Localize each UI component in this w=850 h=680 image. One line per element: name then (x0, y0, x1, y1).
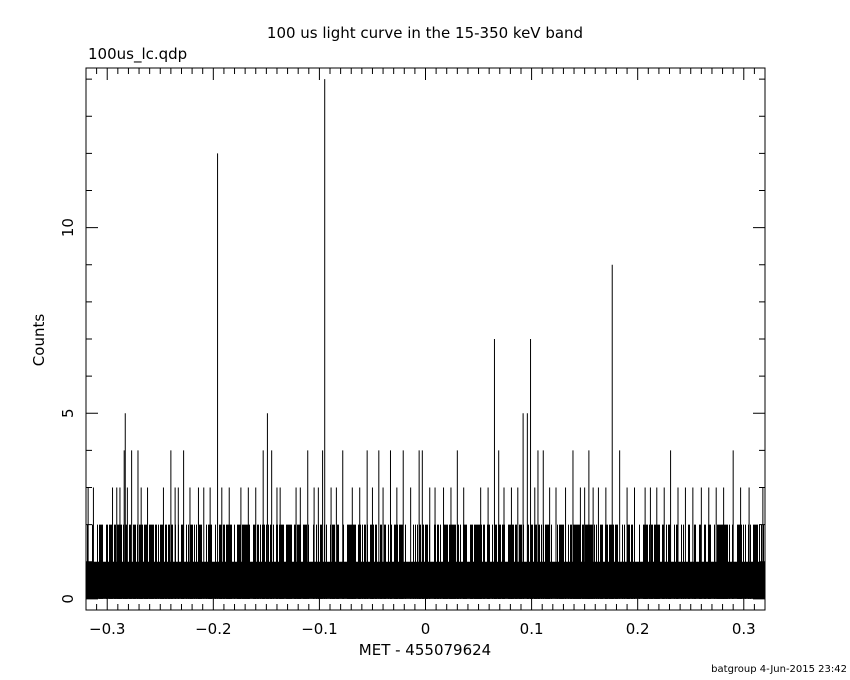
axis-tick-labels: −0.3 −0.2 −0.1 0 0.1 0.2 0.3 0 5 10 (59, 218, 756, 638)
y-tick-label: 10 (59, 218, 77, 237)
plot-area (86, 79, 765, 599)
x-tick-label: 0.2 (626, 620, 650, 638)
chart-title: 100 us light curve in the 15-350 keV ban… (267, 24, 583, 42)
x-tick-label: 0.1 (520, 620, 544, 638)
x-axis-label: MET - 455079624 (359, 641, 491, 659)
y-axis-label: Counts (30, 314, 48, 367)
x-tick-label: −0.2 (195, 620, 231, 638)
y-tick-label: 0 (59, 594, 77, 604)
y-tick-label: 5 (59, 408, 77, 418)
x-tick-label: 0.3 (732, 620, 756, 638)
baseline-bins (87, 524, 764, 599)
x-tick-label: −0.3 (89, 620, 125, 638)
chart-subtitle: 100us_lc.qdp (88, 45, 187, 64)
x-tick-label: 0 (421, 620, 431, 638)
footer-credit: batgroup 4-Jun-2015 23:42 (711, 664, 847, 675)
axis-ticks (85, 68, 766, 610)
x-tick-label: −0.1 (301, 620, 337, 638)
